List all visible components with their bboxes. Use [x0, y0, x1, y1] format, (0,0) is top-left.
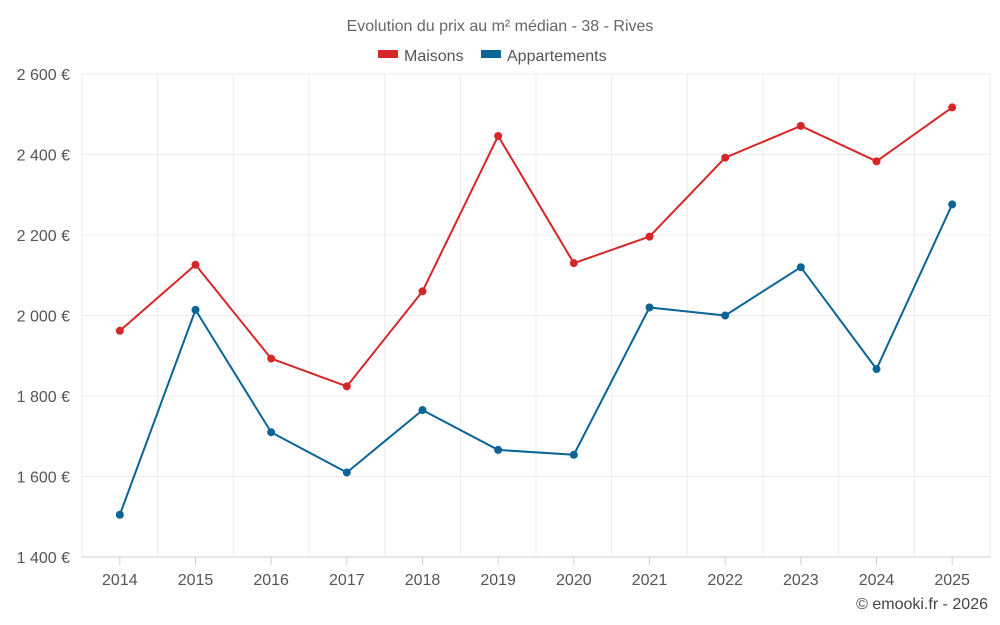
- series-line-appartements: [118, 203, 954, 516]
- data-point-appartements[interactable]: [645, 303, 654, 312]
- y-tick-label: 2 600 €: [17, 67, 70, 84]
- x-tick-label: 2017: [329, 572, 365, 589]
- x-tick-label: 2016: [253, 572, 289, 589]
- legend[interactable]: Maisons Appartements: [378, 48, 607, 65]
- y-tick-label: 2 000 €: [17, 309, 70, 326]
- data-point-maisons[interactable]: [872, 157, 881, 166]
- data-point-appartements[interactable]: [342, 468, 351, 477]
- data-point-maisons[interactable]: [796, 121, 805, 130]
- x-tick-label: 2023: [783, 572, 819, 589]
- series-layer: [115, 103, 957, 519]
- y-tick-label: 1 400 €: [17, 550, 70, 567]
- data-point-appartements[interactable]: [872, 365, 881, 374]
- x-tick-label: 2021: [632, 572, 668, 589]
- legend-item-maisons[interactable]: Maisons: [378, 48, 464, 65]
- grid: [81, 73, 991, 558]
- series-appartements: [115, 200, 957, 519]
- y-axis-ticks: 1 400 € 1 600 € 1 800 € 2 000 € 2 200 € 2 400…: [17, 67, 70, 567]
- legend-swatch-maisons: [378, 50, 398, 58]
- data-point-maisons[interactable]: [115, 326, 124, 335]
- data-point-maisons[interactable]: [418, 287, 427, 296]
- y-tick-label: 2 200 €: [17, 228, 70, 245]
- data-point-maisons[interactable]: [191, 260, 200, 269]
- data-point-appartements[interactable]: [494, 445, 503, 454]
- data-point-maisons[interactable]: [645, 232, 654, 241]
- x-axis-ticks: 2014 2015 2016 2017 2018 2019 2020 2021 2022 2023…: [102, 557, 970, 589]
- series-maisons: [115, 103, 957, 391]
- data-point-maisons[interactable]: [721, 153, 730, 162]
- x-tick-label: 2022: [707, 572, 743, 589]
- y-tick-label: 1 600 €: [17, 470, 70, 487]
- y-tick-label: 2 400 €: [17, 148, 70, 165]
- data-point-maisons[interactable]: [342, 382, 351, 391]
- x-tick-label: 2014: [102, 572, 138, 589]
- data-point-maisons[interactable]: [267, 354, 276, 363]
- data-point-maisons[interactable]: [569, 259, 578, 268]
- data-point-maisons[interactable]: [948, 103, 957, 112]
- data-point-appartements[interactable]: [569, 450, 578, 459]
- data-point-appartements[interactable]: [191, 305, 200, 314]
- x-tick-label: 2019: [480, 572, 516, 589]
- legend-swatch-appartements: [481, 50, 501, 58]
- chart-title: Evolution du prix au m² médian - 38 - Ri…: [347, 18, 654, 35]
- legend-label-maisons: Maisons: [404, 48, 464, 65]
- x-tick-label: 2018: [405, 572, 441, 589]
- x-tick-label: 2015: [178, 572, 214, 589]
- x-tick-label: 2024: [859, 572, 895, 589]
- legend-label-appartements: Appartements: [507, 48, 607, 65]
- series-line-maisons: [119, 106, 953, 388]
- legend-item-appartements[interactable]: Appartements: [481, 48, 607, 65]
- data-point-appartements[interactable]: [796, 263, 805, 272]
- data-point-appartements[interactable]: [948, 200, 957, 209]
- y-tick-label: 1 800 €: [17, 389, 70, 406]
- data-point-appartements[interactable]: [267, 428, 276, 437]
- credit: © emooki.fr - 2026: [856, 596, 988, 613]
- data-point-maisons[interactable]: [494, 131, 503, 140]
- data-point-appartements[interactable]: [115, 510, 124, 519]
- data-point-appartements[interactable]: [418, 406, 427, 415]
- data-point-appartements[interactable]: [721, 311, 730, 320]
- x-tick-label: 2020: [556, 572, 592, 589]
- x-tick-label: 2025: [934, 572, 970, 589]
